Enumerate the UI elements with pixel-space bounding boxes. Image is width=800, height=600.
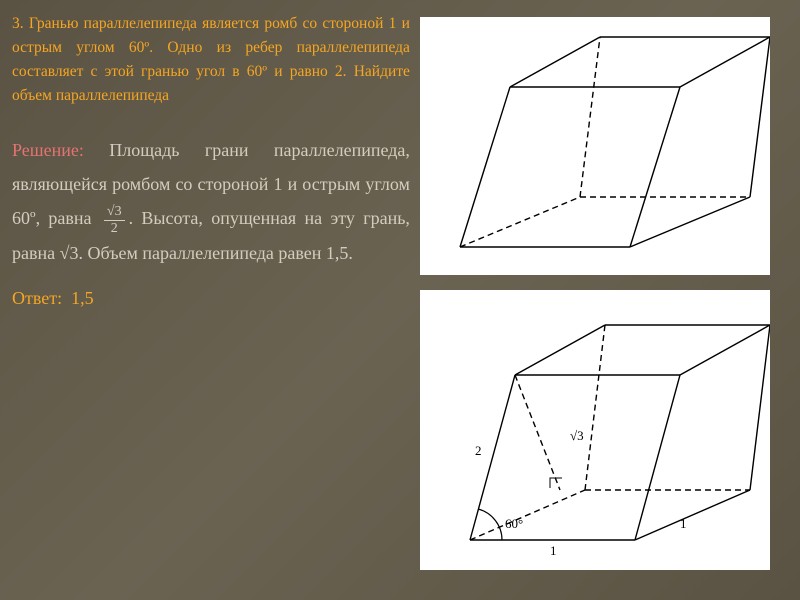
answer-line: Ответ: 1,5 (12, 288, 410, 309)
figure-column: 2 √3 60° 1 1 (420, 12, 788, 588)
fraction-bot: 2 (104, 221, 125, 236)
svg-text:1: 1 (550, 543, 557, 558)
fraction-sqrt3-over-2: √3 2 (104, 205, 125, 236)
figure-2-parallelepiped-labeled: 2 √3 60° 1 1 (420, 290, 770, 570)
svg-text:√3: √3 (570, 428, 584, 443)
solution-block: Решение: Площадь грани параллелепипеда, … (12, 133, 410, 270)
parallelepiped-svg-1 (420, 17, 770, 275)
svg-text:1: 1 (680, 516, 687, 531)
sqrt3: √3 (60, 243, 79, 263)
problem-text: Гранью параллелепипеда является ромб со … (12, 15, 410, 104)
problem-statement: 3. Гранью параллелепипеда является ромб … (12, 12, 410, 108)
answer-value: 1,5 (71, 288, 94, 308)
solution-label: Решение: (12, 140, 84, 160)
text-column: 3. Гранью параллелепипеда является ромб … (12, 12, 420, 588)
figure-1-parallelepiped (420, 17, 770, 275)
problem-number: 3. (12, 15, 24, 32)
answer-label: Ответ: (12, 288, 62, 308)
solution-part3: . Объем параллелепипеда равен 1,5. (79, 243, 353, 263)
parallelepiped-svg-2: 2 √3 60° 1 1 (420, 290, 770, 570)
svg-text:60°: 60° (505, 516, 523, 531)
fraction-top: √3 (104, 205, 125, 221)
svg-text:2: 2 (475, 443, 482, 458)
